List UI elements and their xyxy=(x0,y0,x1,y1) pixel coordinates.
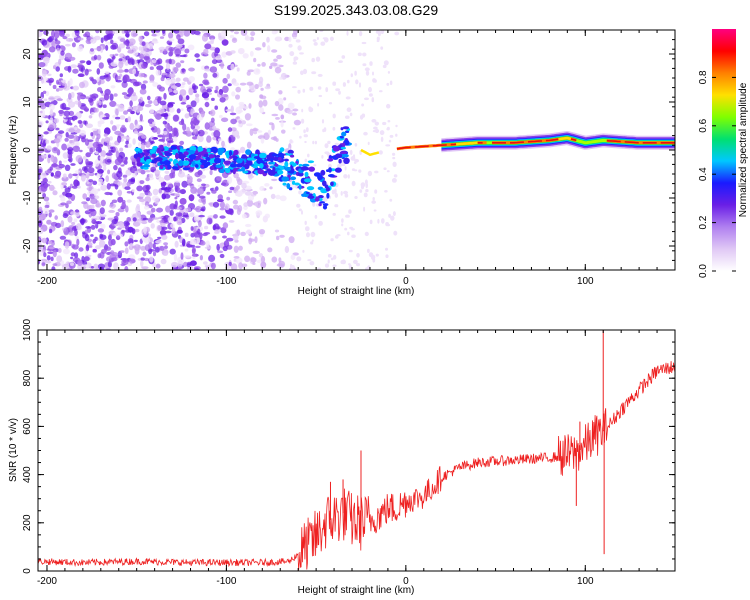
snr-ytick-label: 800 xyxy=(22,369,33,386)
snr-ytick-label: 200 xyxy=(22,514,33,531)
spectrogram-ytick-label: 10 xyxy=(22,96,33,108)
snr-xlabel: Height of straight line (km) xyxy=(298,585,415,596)
spectrogram-ylabel: Frequency (Hz) xyxy=(8,116,19,185)
snr-xtick-label: 0 xyxy=(403,576,409,587)
spectrogram-xtick-label: 100 xyxy=(577,276,594,287)
figure-title: S199.2025.343.03.08.G29 xyxy=(274,2,438,18)
snr-xtick-label: 100 xyxy=(577,576,594,587)
colorbar-tick-label: 0.4 xyxy=(698,167,709,181)
spectrogram-ridge xyxy=(134,126,675,210)
spectrogram-xtick-label: -100 xyxy=(216,276,236,287)
snr-ytick-label: 600 xyxy=(22,418,33,435)
spectrogram-ytick-label: 0 xyxy=(22,147,33,153)
snr-series xyxy=(38,330,675,571)
colorbar: 0.0 0.2 0.4 0.6 0.8 Normalized spectral ampl… xyxy=(698,29,749,278)
snr-ytick-label: 1000 xyxy=(22,318,33,341)
colorbar-tick-label: 0.6 xyxy=(698,118,709,132)
colorbar-gradient xyxy=(712,29,736,271)
spectrogram-xtick-label: 0 xyxy=(403,276,409,287)
colorbar-tick-label: 0.0 xyxy=(698,264,709,278)
snr-ytick-label: 400 xyxy=(22,466,33,483)
spectrogram-ytick-label: -10 xyxy=(22,190,33,205)
snr-ylabel: SNR (10 * v/v) xyxy=(8,418,19,482)
snr-ytick-label: 0 xyxy=(22,568,33,574)
spectrogram-ytick-label: -20 xyxy=(22,238,33,253)
colorbar-tick-label: 0.8 xyxy=(698,70,709,84)
colorbar-ticks: 0.0 0.2 0.4 0.6 0.8 xyxy=(698,70,736,278)
snr-xtick-label: -100 xyxy=(216,576,236,587)
spectrogram-ytick-label: 20 xyxy=(22,48,33,60)
snr-xtick-label: -200 xyxy=(37,576,57,587)
colorbar-label: Normalized spectral amplitude xyxy=(738,82,749,217)
snr-line xyxy=(38,361,675,571)
spectrogram-xlabel: Height of straight line (km) xyxy=(298,286,415,297)
colorbar-tick-label: 0.2 xyxy=(698,215,709,229)
spectrogram-xtick-label: -200 xyxy=(37,276,57,287)
